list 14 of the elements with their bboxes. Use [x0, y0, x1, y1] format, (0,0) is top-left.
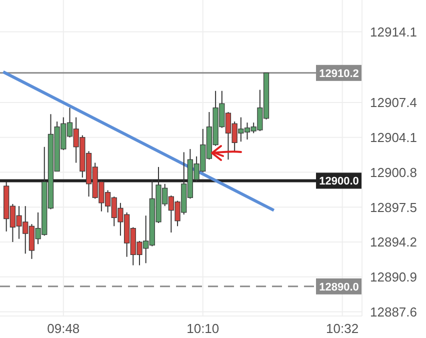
y-tick-label: 12914.1	[370, 24, 417, 40]
y-tick-label: 12897.5	[370, 200, 417, 215]
x-tick-label: 09:48	[47, 321, 80, 336]
ref-line-label: 12910.2	[319, 68, 359, 80]
y-tick-label: 12887.6	[370, 304, 417, 320]
y-tick-label: 12894.2	[370, 234, 417, 250]
y-tick-label: 12890.9	[370, 270, 417, 285]
ref-line-label: 12900.0	[319, 176, 359, 188]
y-tick-label: 12904.1	[370, 130, 417, 146]
y-tick-label: 12900.8	[370, 164, 417, 180]
x-tick-label: 10:32	[326, 321, 359, 336]
y-tick-label: 12907.4	[370, 95, 417, 110]
x-tick-label: 10:10	[186, 321, 220, 336]
ref-line-label: 12890.0	[319, 281, 359, 294]
